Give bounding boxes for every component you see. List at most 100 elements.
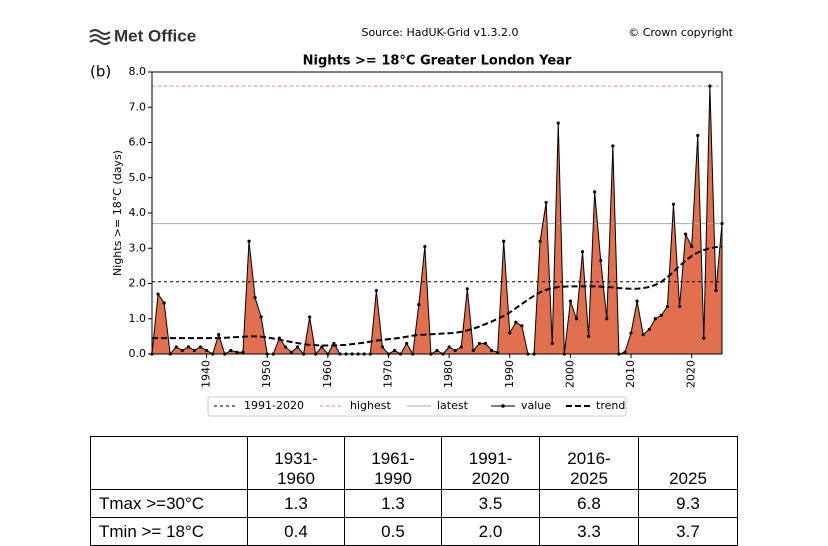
value-point: [162, 301, 166, 305]
value-point: [235, 350, 239, 354]
y-tick-label: 8.0: [129, 65, 147, 78]
value-point: [677, 304, 682, 309]
value-point: [453, 348, 457, 353]
legend-label: highest: [350, 399, 391, 412]
value-point: [708, 84, 712, 88]
legend-label: latest: [437, 399, 469, 412]
value-point: [204, 348, 209, 353]
value-point: [690, 244, 694, 249]
table-cell: 3.7: [638, 517, 738, 546]
value-point: [405, 341, 409, 346]
legend-label: trend: [596, 399, 625, 412]
y-axis-label: Nights >= 18°C (days): [111, 150, 124, 276]
value-point: [198, 345, 203, 349]
value-point: [283, 345, 288, 349]
value-point: [702, 336, 706, 340]
value-point: [417, 303, 421, 307]
value-point: [374, 288, 378, 293]
table-cell: Tmax >=30°C: [90, 489, 248, 518]
value-point: [659, 313, 663, 317]
table-cell: 1931- 1960: [247, 436, 345, 490]
table-cell: 1.3: [344, 489, 442, 518]
legend-marker: [501, 404, 505, 408]
value-point: [684, 232, 688, 236]
value-point: [574, 317, 579, 321]
logo-icon: [89, 29, 111, 45]
value-point: [514, 320, 518, 324]
table-row: Tmin >= 18°C 0.4 0.5 2.0 3.3 3.7: [90, 517, 738, 546]
value-point: [380, 345, 385, 349]
value-point: [332, 341, 336, 346]
value-point: [156, 292, 160, 296]
value-point: [496, 350, 500, 354]
y-tick-label: 3.0: [129, 241, 147, 254]
value-point: [477, 341, 482, 346]
y-tick-label: 7.0: [129, 100, 147, 113]
copyright: © Crown copyright: [628, 26, 733, 39]
value-point: [471, 348, 475, 353]
legend-label: 1991-2020: [244, 399, 304, 412]
value-point: [392, 348, 397, 353]
table-cell: 6.8: [539, 489, 639, 518]
table-cell: 0.5: [344, 517, 442, 546]
y-tick-label: 5.0: [129, 171, 147, 184]
table-cell: 3.5: [441, 489, 540, 518]
table-cell: 1.3: [247, 489, 345, 518]
value-point: [247, 239, 251, 243]
value-point: [714, 288, 718, 293]
legend-label: value: [521, 399, 551, 412]
value-point: [605, 317, 609, 321]
value-point: [483, 341, 488, 346]
value-point: [459, 345, 463, 349]
value-point: [671, 202, 676, 206]
area-fill: [152, 86, 722, 354]
value-point: [502, 239, 506, 243]
value-point: [520, 324, 524, 328]
table-cell: 1961- 1990: [344, 436, 442, 490]
value-point: [653, 317, 657, 321]
panel-label: (b): [90, 63, 111, 81]
y-tick-label: 6.0: [129, 136, 147, 149]
x-tick-label: 1990: [503, 360, 516, 388]
x-tick-label: 1940: [200, 360, 213, 388]
value-point: [568, 299, 573, 303]
value-point: [180, 348, 184, 353]
value-point: [241, 350, 245, 354]
y-tick-label: 0.0: [129, 347, 147, 360]
value-point: [665, 304, 670, 309]
x-tick-label: 2010: [624, 360, 637, 388]
value-point: [423, 244, 427, 249]
legend: 1991-2020 highest latest value trend: [207, 396, 627, 417]
value-point: [538, 239, 542, 243]
table-cell: Tmin >= 18°C: [90, 517, 248, 546]
table-cell: 3.3: [539, 517, 639, 546]
x-tick-label: 2020: [685, 360, 698, 388]
value-point: [465, 287, 469, 291]
value-point: [550, 341, 554, 346]
value-point: [174, 345, 178, 349]
value-point: [192, 348, 197, 353]
value-point: [435, 348, 439, 353]
value-point: [289, 350, 294, 354]
x-tick-label: 1970: [381, 360, 394, 388]
value-point: [217, 333, 221, 337]
value-point: [489, 348, 494, 353]
y-tick-label: 4.0: [129, 206, 147, 219]
value-point: [508, 331, 512, 335]
table-cell: 2.0: [441, 517, 540, 546]
value-point: [556, 121, 560, 125]
value-point: [586, 334, 591, 338]
x-tick-label: 1950: [260, 360, 273, 388]
x-tick-label: 2000: [563, 360, 576, 388]
value-point: [253, 296, 257, 300]
x-tick-label: 1980: [442, 360, 455, 388]
value-point: [599, 258, 603, 263]
y-tick-label: 1.0: [129, 312, 147, 325]
value-point: [623, 350, 627, 354]
x-tick-label: 1960: [321, 360, 334, 388]
value-point: [641, 333, 645, 337]
value-point: [611, 144, 615, 148]
value-point: [629, 331, 633, 335]
value-point: [544, 200, 548, 205]
value-point: [295, 345, 300, 349]
